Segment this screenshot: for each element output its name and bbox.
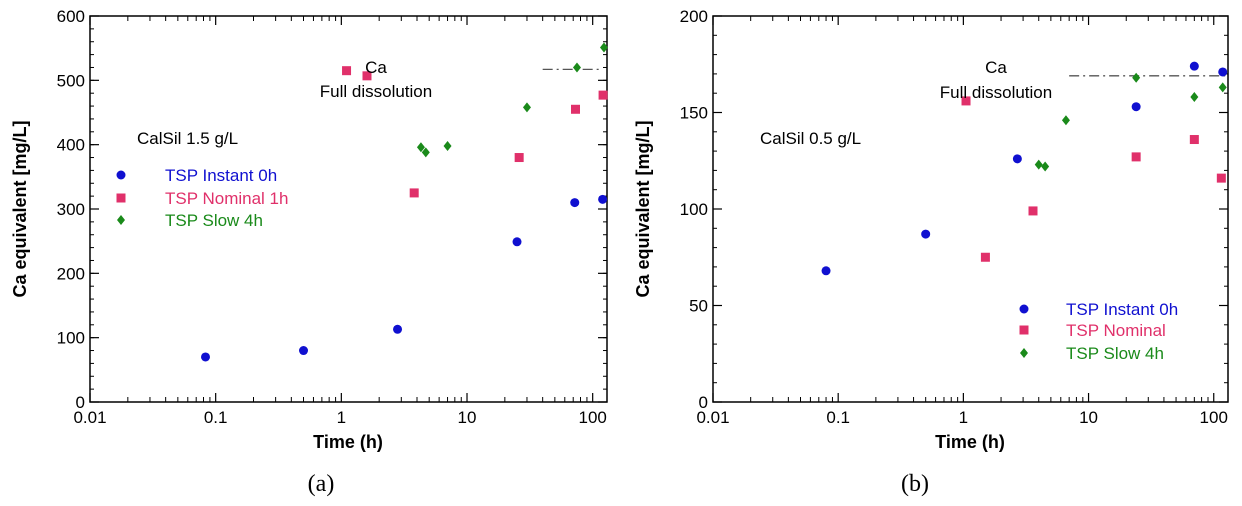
x-tick-label: 1 <box>337 408 346 427</box>
data-point <box>921 229 931 239</box>
data-point <box>598 194 608 204</box>
data-point <box>416 142 425 153</box>
legend-label-instant: TSP Instant 0h <box>1066 300 1178 319</box>
y-tick-label: 150 <box>680 104 708 123</box>
data-point <box>598 90 608 100</box>
legend-marker-slow <box>117 215 125 225</box>
data-point <box>1218 82 1227 93</box>
y-axis-title: Ca equivalent [mg/L] <box>633 120 653 297</box>
legend: TSP Instant 0h TSP Nominal TSP Slow 4h <box>1019 300 1178 363</box>
legend-marker-nominal <box>116 193 126 203</box>
x-tick-label: 0.1 <box>204 408 228 427</box>
data-point <box>409 188 419 198</box>
data-point <box>1041 161 1050 172</box>
data-point <box>572 62 581 73</box>
data-point <box>201 352 210 362</box>
data-point <box>362 71 372 81</box>
x-tick-label: 10 <box>1079 408 1098 427</box>
x-tick-label: 0.1 <box>826 408 850 427</box>
data-point <box>1131 102 1141 112</box>
data-point <box>1132 72 1141 83</box>
data-point <box>393 324 403 334</box>
legend-label-slow: TSP Slow 4h <box>165 211 263 230</box>
panel-caption: (b) <box>901 471 929 497</box>
data-point <box>512 237 522 247</box>
axis-ticks: 0.01 0.1 1 10 100 0 50 100 150 200 <box>680 7 1228 427</box>
data-point <box>421 147 430 158</box>
legend-label-instant: TSP Instant 0h <box>165 166 277 185</box>
data-point <box>1216 173 1226 183</box>
x-tick-label: 100 <box>1200 408 1228 427</box>
data-marks <box>821 61 1228 276</box>
y-tick-label: 600 <box>57 7 85 26</box>
data-point <box>1034 159 1043 170</box>
y-tick-label: 500 <box>57 71 85 90</box>
legend-label-slow: TSP Slow 4h <box>1066 344 1164 363</box>
y-tick-label: 0 <box>76 393 85 412</box>
data-point <box>599 42 608 53</box>
data-point <box>571 104 580 114</box>
reference-annotation-full-dissolution: Full dissolution <box>320 82 432 101</box>
x-tick-label: 10 <box>458 408 477 427</box>
data-point <box>342 66 352 76</box>
y-tick-label: 200 <box>57 264 85 283</box>
reference-annotation-full-dissolution: Full dissolution <box>940 83 1052 102</box>
data-point <box>821 266 831 276</box>
legend-marker-instant <box>116 170 126 180</box>
y-tick-label: 0 <box>699 393 708 412</box>
data-point <box>514 153 524 163</box>
y-tick-label: 100 <box>57 329 85 348</box>
y-tick-label: 50 <box>689 297 708 316</box>
y-tick-label: 200 <box>680 7 708 26</box>
data-point <box>961 96 971 106</box>
legend-marker-nominal <box>1019 325 1029 335</box>
y-tick-label: 300 <box>57 200 85 219</box>
x-tick-label: 100 <box>578 408 606 427</box>
legend-marker-slow <box>1020 348 1028 358</box>
data-point <box>570 198 580 208</box>
x-tick-label: 0.01 <box>73 408 106 427</box>
legend-label-nominal: TSP Nominal <box>1066 321 1166 340</box>
data-point <box>522 102 531 113</box>
data-point <box>1189 61 1199 71</box>
x-axis-title: Time (h) <box>935 432 1005 452</box>
data-point <box>1218 67 1228 77</box>
panel-caption: (a) <box>308 471 335 497</box>
legend-marker-instant <box>1019 304 1029 314</box>
x-tick-label: 1 <box>959 408 968 427</box>
reference-annotation-ca: Ca <box>985 58 1007 77</box>
y-tick-label: 100 <box>680 200 708 219</box>
data-point <box>1061 115 1070 126</box>
data-point <box>443 140 452 151</box>
data-point <box>1131 152 1141 162</box>
reference-annotation-ca: Ca <box>365 58 387 77</box>
data-marks <box>201 42 608 362</box>
data-point <box>1189 135 1199 145</box>
legend: TSP Instant 0h TSP Nominal 1h TSP Slow 4… <box>116 166 288 230</box>
y-axis-title: Ca equivalent [mg/L] <box>10 120 30 297</box>
chart-panel-b: 0.01 0.1 1 10 100 0 50 100 150 200 Ca equivalent … <box>633 7 1229 497</box>
axis-ticks: 0.01 0.1 1 10 100 0 100 200 300 400 500 600 <box>57 7 607 427</box>
data-point <box>1190 92 1199 103</box>
x-tick-label: 0.01 <box>696 408 729 427</box>
chart-panel-a: 0.01 0.1 1 10 100 0 100 200 300 400 500 600 Ca equi… <box>10 7 608 497</box>
y-tick-label: 400 <box>57 136 85 155</box>
x-axis-title: Time (h) <box>313 432 383 452</box>
condition-annotation: CalSil 1.5 g/L <box>137 129 238 148</box>
legend-label-nominal: TSP Nominal 1h <box>165 189 288 208</box>
data-point <box>1012 154 1022 164</box>
condition-annotation: CalSil 0.5 g/L <box>760 129 861 148</box>
data-point <box>1028 206 1038 216</box>
data-point <box>299 346 309 356</box>
data-point <box>980 252 990 262</box>
